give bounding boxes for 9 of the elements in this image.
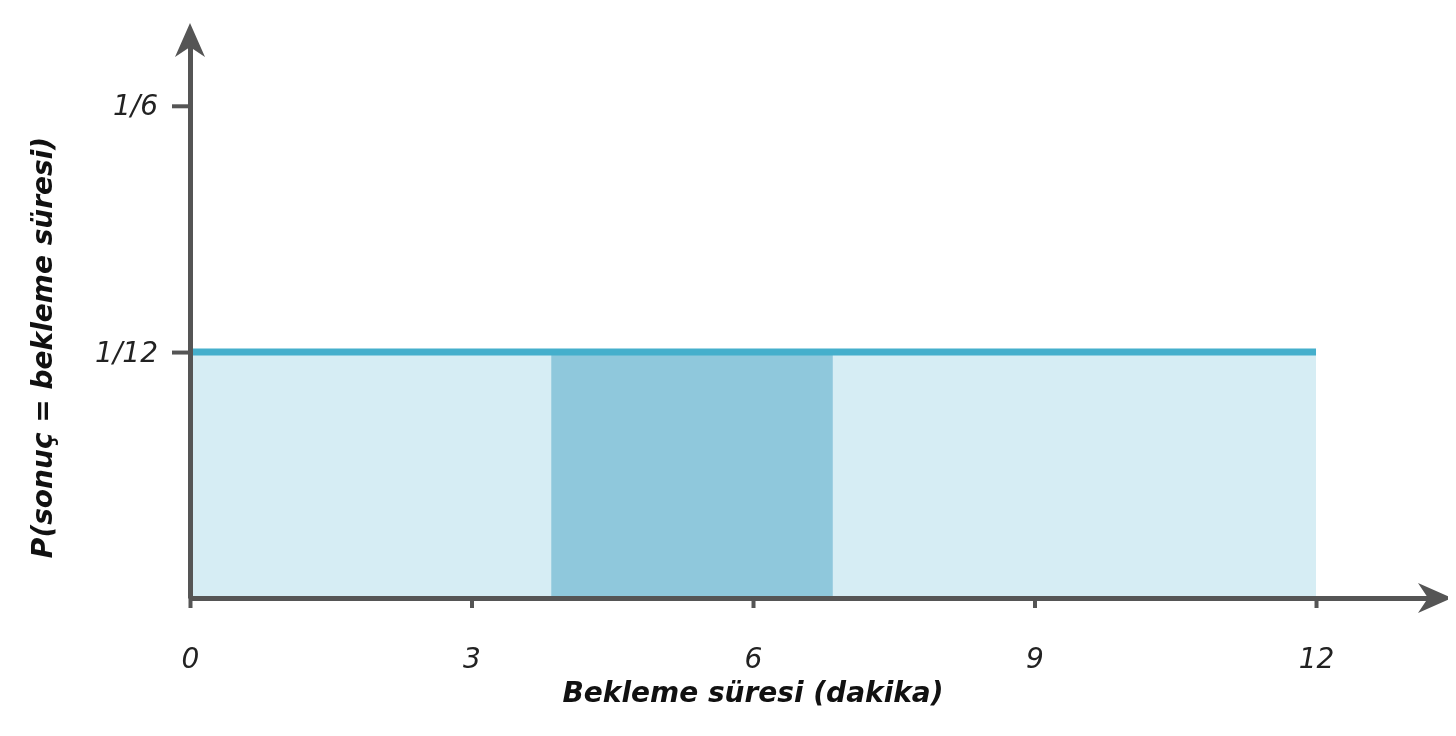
x-tick-label: 0 <box>181 641 200 675</box>
y-tick-label: 1/6 <box>112 89 158 123</box>
x-tick-label: 6 <box>744 641 763 675</box>
x-tick-label: 3 <box>463 641 481 675</box>
x-tick-label: 9 <box>1026 641 1044 675</box>
y-tick-label: 1/12 <box>95 335 158 369</box>
x-axis-title: Bekleme süresi (dakika) <box>562 676 944 709</box>
y-axis-title: P(sonuç = bekleme süresi) <box>26 136 59 559</box>
x-tick-label: 12 <box>1298 641 1335 675</box>
